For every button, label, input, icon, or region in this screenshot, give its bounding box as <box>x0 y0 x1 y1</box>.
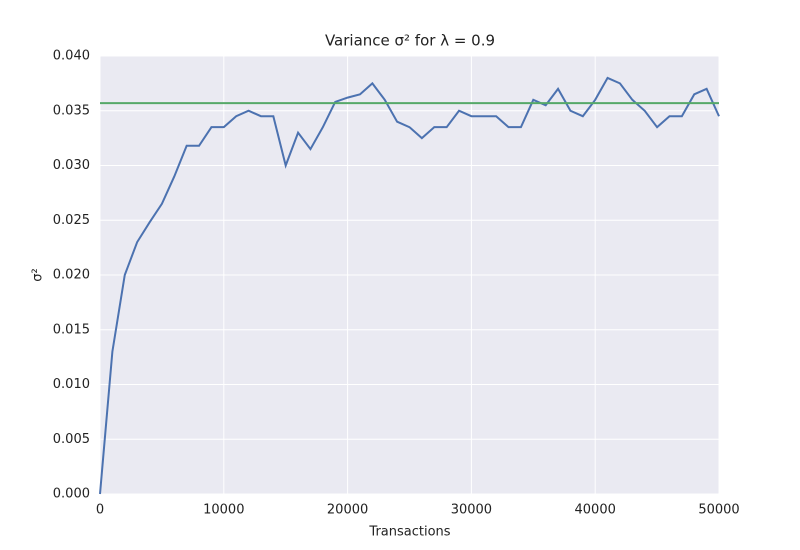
x-tick-label: 0 <box>96 503 104 518</box>
data-line <box>99 76 720 495</box>
chart-title: Variance σ² for λ = 0.9 <box>325 32 495 50</box>
y-tick-label: 0.020 <box>53 268 90 283</box>
x-tick-label: 20000 <box>327 503 368 518</box>
y-tick-label: 0.010 <box>53 377 90 392</box>
y-tick-label: 0.005 <box>53 432 90 447</box>
y-axis-label: σ² <box>31 268 46 281</box>
y-tick-label: 0.025 <box>53 213 90 228</box>
y-tick-label: 0.035 <box>53 103 90 118</box>
y-tick-label: 0.015 <box>53 322 90 337</box>
x-tick-label: 40000 <box>575 503 616 518</box>
y-tick-label: 0.000 <box>53 487 90 502</box>
x-axis-label: Transactions <box>368 525 450 540</box>
x-tick-label: 30000 <box>451 503 492 518</box>
x-tick-label: 10000 <box>203 503 244 518</box>
x-tick-label: 50000 <box>698 503 739 518</box>
y-tick-label: 0.040 <box>53 49 90 64</box>
y-tick-label: 0.030 <box>53 158 90 173</box>
